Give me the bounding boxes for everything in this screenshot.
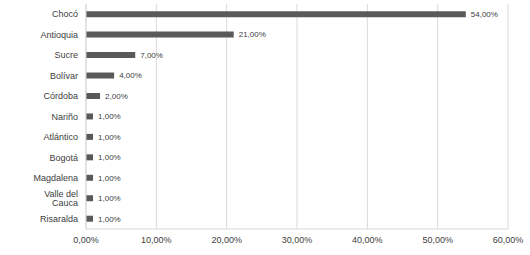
- svg-text:54,00%: 54,00%: [471, 10, 498, 19]
- svg-text:4,00%: 4,00%: [119, 71, 142, 80]
- svg-text:Antioquia: Antioquia: [40, 30, 78, 40]
- svg-text:1,00%: 1,00%: [98, 133, 121, 142]
- svg-text:Atlántico: Atlántico: [43, 132, 78, 142]
- svg-text:1,00%: 1,00%: [98, 194, 121, 203]
- svg-text:21,00%: 21,00%: [239, 30, 266, 39]
- svg-text:Chocó: Chocó: [52, 9, 78, 19]
- svg-text:Córdoba: Córdoba: [43, 91, 78, 101]
- svg-text:10,00%: 10,00%: [141, 235, 172, 245]
- svg-text:20,00%: 20,00%: [211, 235, 242, 245]
- svg-text:0,00%: 0,00%: [73, 235, 99, 245]
- svg-text:Risaralda: Risaralda: [40, 214, 78, 224]
- svg-text:Valle delCauca: Valle delCauca: [44, 189, 78, 208]
- svg-text:30,00%: 30,00%: [282, 235, 313, 245]
- svg-text:60,00%: 60,00%: [493, 235, 522, 245]
- svg-text:2,00%: 2,00%: [105, 92, 128, 101]
- svg-text:40,00%: 40,00%: [352, 235, 383, 245]
- svg-text:Nariño: Nariño: [51, 112, 78, 122]
- svg-text:Magdalena: Magdalena: [33, 173, 78, 183]
- svg-text:Sucre: Sucre: [54, 50, 78, 60]
- svg-text:50,00%: 50,00%: [422, 235, 453, 245]
- svg-text:7,00%: 7,00%: [140, 51, 163, 60]
- svg-text:1,00%: 1,00%: [98, 112, 121, 121]
- svg-text:1,00%: 1,00%: [98, 215, 121, 224]
- svg-text:1,00%: 1,00%: [98, 174, 121, 183]
- svg-text:1,00%: 1,00%: [98, 153, 121, 162]
- svg-text:Bogotá: Bogotá: [49, 153, 78, 163]
- svg-text:Bolívar: Bolívar: [50, 71, 78, 81]
